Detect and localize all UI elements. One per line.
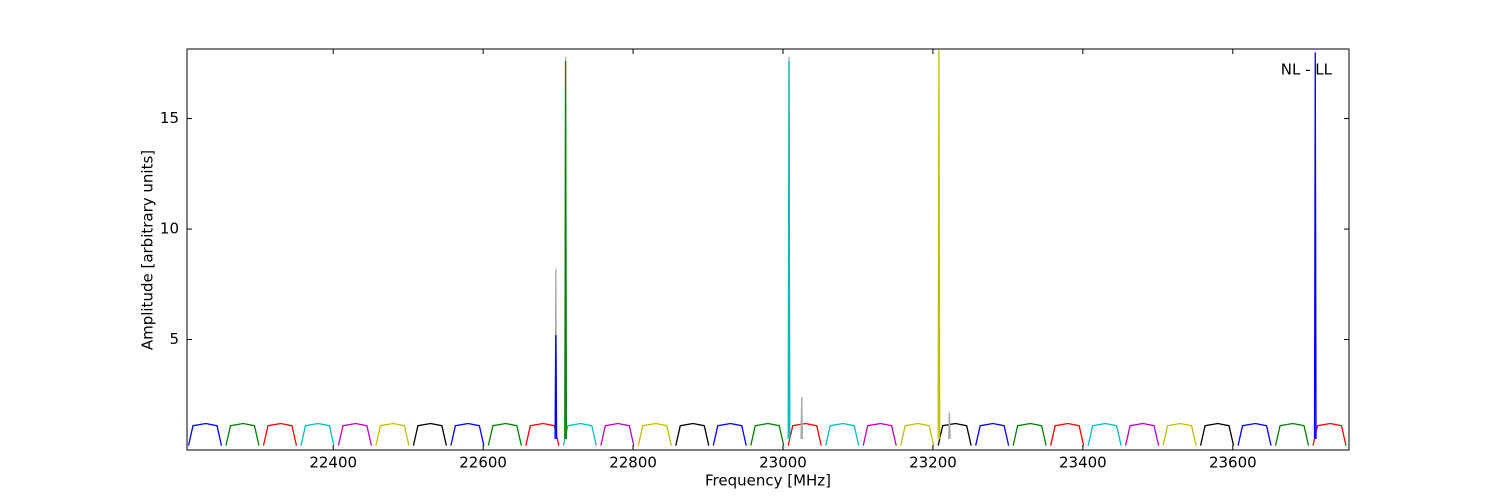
y-tick-label: 15 <box>160 109 179 127</box>
x-tick-label: 22600 <box>459 454 507 472</box>
x-tick-label: 22400 <box>309 454 357 472</box>
series-line <box>1274 422 1310 446</box>
series-line <box>412 422 448 446</box>
x-axis-label: Frequency [MHz] <box>705 472 831 490</box>
series-line <box>337 422 373 446</box>
series-line <box>862 422 897 446</box>
series-line <box>487 422 522 446</box>
series-line <box>554 335 558 439</box>
series-line <box>525 422 560 446</box>
series-line <box>375 422 410 446</box>
series-line <box>1049 422 1085 446</box>
series-line <box>975 422 1010 446</box>
series-line <box>450 422 485 446</box>
series-line <box>637 422 672 446</box>
series-line <box>800 396 804 439</box>
series-line <box>787 422 822 446</box>
y-tick-label: 5 <box>169 330 179 348</box>
series-line <box>825 422 860 446</box>
series-line <box>1312 422 1347 446</box>
series-line <box>937 422 972 446</box>
series-line <box>187 422 223 446</box>
x-tick-label: 23200 <box>909 454 957 472</box>
plot-frame <box>186 48 1350 451</box>
x-tick-label: 23000 <box>759 454 807 472</box>
y-tick-label: 10 <box>160 220 179 238</box>
series-line <box>1313 52 1317 439</box>
series-line <box>712 422 747 446</box>
series-line <box>300 422 335 446</box>
series-line <box>948 412 951 439</box>
series-line <box>937 50 941 439</box>
y-axis-label: Amplitude [arbitrary units] <box>139 150 157 350</box>
series-line <box>262 422 298 446</box>
annotation: NL - LL <box>1281 61 1333 79</box>
series-line <box>564 61 567 439</box>
series-line <box>1087 422 1122 446</box>
x-tick-label: 23400 <box>1059 454 1107 472</box>
series-line <box>600 422 635 446</box>
x-tick-label: 23600 <box>1209 454 1257 472</box>
series-line <box>1012 422 1047 446</box>
series-line <box>562 422 597 446</box>
series-line <box>675 422 710 446</box>
series-line <box>1237 422 1272 446</box>
series-line <box>1124 422 1160 446</box>
x-tick-label: 22800 <box>609 454 657 472</box>
series-line <box>1162 422 1197 446</box>
series-line <box>787 61 791 439</box>
series-line <box>1199 422 1235 446</box>
series-line <box>225 422 260 446</box>
series-line <box>750 422 785 446</box>
series-line <box>900 422 935 446</box>
